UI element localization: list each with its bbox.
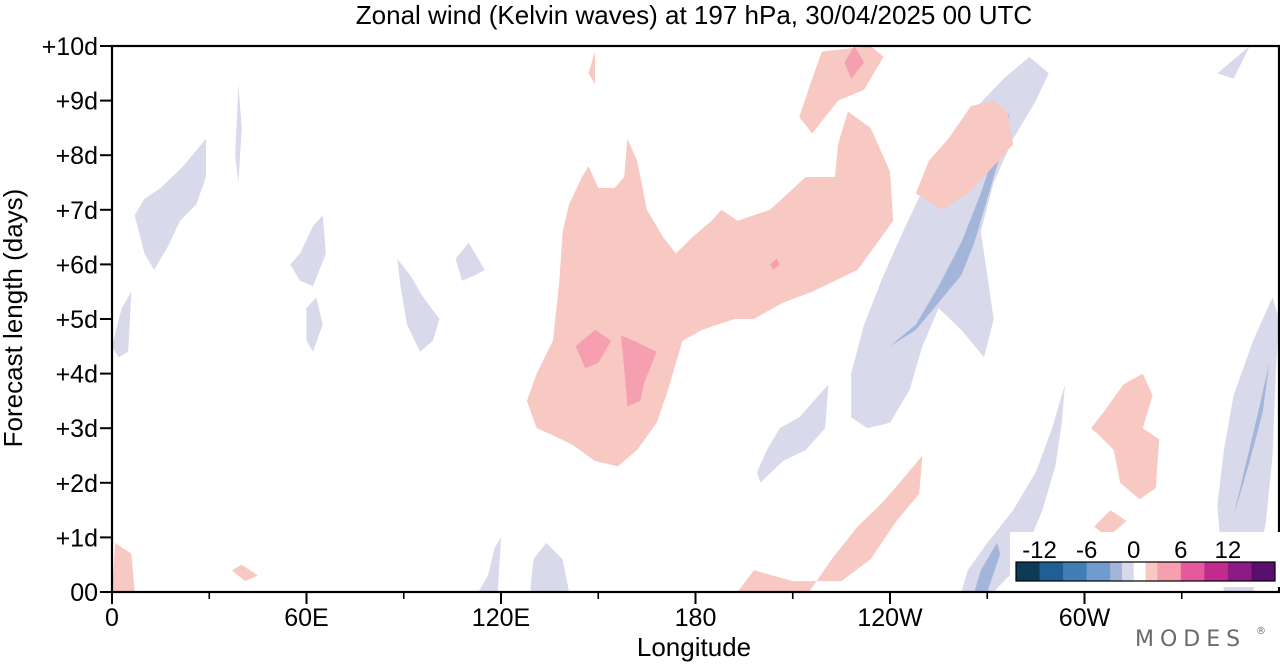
contour-region-17 xyxy=(112,542,135,592)
colorbar-swatch-3 xyxy=(1086,562,1111,581)
contour-region-12 xyxy=(1217,297,1279,592)
y-tick-label-8: +8d xyxy=(56,142,98,170)
y-tick-label-0: 00 xyxy=(70,579,98,607)
y-tick-label-5: +5d xyxy=(56,306,98,334)
colorbar-swatch-5 xyxy=(1121,562,1135,581)
colorbar-swatch-6 xyxy=(1133,562,1146,581)
x-axis: 0 60E 120E 180 120W 60W xyxy=(105,592,1183,632)
y-tick-label-7: +7d xyxy=(56,197,98,225)
brand-logo: MODES xyxy=(1135,627,1246,652)
x-tick-label-4: 120W xyxy=(857,604,923,632)
contour-region-23 xyxy=(1091,373,1160,500)
y-tick-label-10: +10d xyxy=(42,33,98,61)
contour-region-19 xyxy=(526,111,894,467)
contour-region-18 xyxy=(231,564,258,582)
contour-region-4 xyxy=(306,297,323,352)
contour-region-29 xyxy=(844,46,865,79)
contour-region-7 xyxy=(478,537,501,592)
contour-region-24 xyxy=(1094,510,1127,538)
contour-region-0 xyxy=(112,291,132,358)
y-tick-label-4: +4d xyxy=(56,361,98,389)
contour-region-21 xyxy=(915,100,1014,210)
contour-region-1 xyxy=(134,138,206,270)
contour-region-9 xyxy=(757,384,829,483)
y-axis-label: Forecast length (days) xyxy=(0,189,28,448)
colorbar-swatch-7 xyxy=(1145,562,1158,581)
x-tick-label-2: 120E xyxy=(472,604,530,632)
y-tick-label-1: +1d xyxy=(56,524,98,552)
x-tick-label-5: 60W xyxy=(1059,604,1111,632)
y-tick-label-9: +9d xyxy=(56,88,98,116)
contour-region-26 xyxy=(575,329,612,369)
y-tick-label-3: +3d xyxy=(56,415,98,443)
colorbar-swatch-0 xyxy=(1016,562,1040,581)
contour-region-5 xyxy=(397,258,440,352)
contour-region-2 xyxy=(235,84,242,183)
contour-region-20 xyxy=(799,46,884,134)
contour-region-25 xyxy=(588,51,595,85)
colorbar-swatch-2 xyxy=(1063,562,1088,581)
contour-region-6 xyxy=(455,242,485,281)
colorbar-swatch-1 xyxy=(1039,562,1064,581)
colorbar-frame xyxy=(1015,561,1276,582)
contour-fills xyxy=(112,46,1279,592)
contour-region-15 xyxy=(974,542,1001,592)
colorbar-swatch-9 xyxy=(1180,562,1205,581)
colorbar-swatch-10 xyxy=(1204,562,1229,581)
contour-region-27 xyxy=(620,335,657,407)
x-tick-label-3: 180 xyxy=(675,604,717,632)
colorbar-label-2: 0 xyxy=(1127,537,1140,564)
y-tick-label-6: +6d xyxy=(56,251,98,279)
brand-registered-mark: ® xyxy=(1256,626,1272,637)
contour-region-8 xyxy=(530,542,570,592)
y-axis: 00 +1d +2d +3d +4d +5d +6d +7d +8d +9d +10d xyxy=(42,33,112,607)
colorbar-legend: -12 -6 0 6 12 xyxy=(1010,532,1280,587)
colorbar-label-0: -12 xyxy=(1022,537,1057,564)
contour-region-13 xyxy=(1217,46,1250,79)
colorbar-swatch-8 xyxy=(1157,562,1182,581)
colorbar-swatch-12 xyxy=(1251,562,1276,581)
x-tick-label-0: 0 xyxy=(105,604,119,632)
colorbar-swatch-11 xyxy=(1227,562,1252,581)
colorbar-label-4: 12 xyxy=(1215,537,1242,564)
x-tick-label-1: 60E xyxy=(284,604,328,632)
colorbar-swatch-4 xyxy=(1110,562,1123,581)
colorbar-label-1: -6 xyxy=(1076,537,1097,564)
x-axis-label: Longitude xyxy=(637,632,751,662)
y-tick-label-2: +2d xyxy=(56,470,98,498)
contour-region-3 xyxy=(290,215,326,287)
chart-title: Zonal wind (Kelvin waves) at 197 hPa, 30… xyxy=(356,0,1032,30)
contour-region-22 xyxy=(737,455,923,592)
colorbar-label-3: 6 xyxy=(1174,537,1187,564)
contour-region-28 xyxy=(770,258,780,270)
